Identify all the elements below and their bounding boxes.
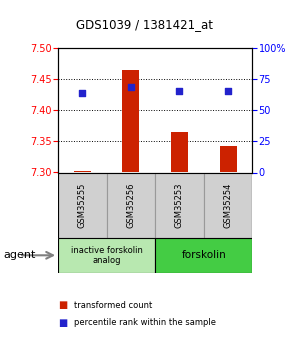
- Text: GDS1039 / 1381421_at: GDS1039 / 1381421_at: [77, 18, 213, 31]
- Bar: [122, 70, 139, 172]
- Text: ■: ■: [58, 300, 67, 310]
- Bar: [106, 172, 155, 238]
- Bar: [155, 238, 252, 273]
- Text: GSM35256: GSM35256: [126, 183, 135, 228]
- Text: forskolin: forskolin: [181, 250, 226, 260]
- Point: [128, 84, 133, 90]
- Text: GSM35253: GSM35253: [175, 183, 184, 228]
- Point: [80, 90, 85, 96]
- Bar: [220, 146, 237, 172]
- Text: GSM35255: GSM35255: [78, 183, 87, 228]
- Point: [177, 88, 182, 93]
- Bar: [204, 172, 252, 238]
- Bar: [58, 172, 106, 238]
- Text: agent: agent: [3, 250, 35, 260]
- Text: GSM35254: GSM35254: [224, 183, 233, 228]
- Bar: [74, 171, 91, 172]
- Text: transformed count: transformed count: [74, 301, 152, 310]
- Text: inactive forskolin
analog: inactive forskolin analog: [71, 246, 142, 265]
- Bar: [155, 172, 204, 238]
- Bar: [58, 238, 155, 273]
- Text: percentile rank within the sample: percentile rank within the sample: [74, 318, 216, 327]
- Point: [226, 88, 230, 93]
- Bar: [171, 132, 188, 172]
- Text: ■: ■: [58, 318, 67, 327]
